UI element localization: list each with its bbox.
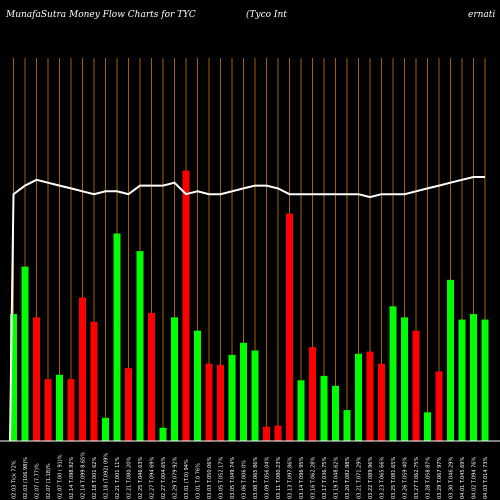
money-flow-bar: [10, 314, 17, 441]
x-tick-label: 03.19 T.048.62%: [334, 457, 340, 499]
x-tick-label: 03.20 T.082.98%: [345, 457, 351, 499]
money-flow-bar: [21, 266, 29, 441]
x-tick-label: 02.18 T.001 62%: [92, 457, 98, 499]
x-tick-label: 02.07 T.00 ( 91)%: [58, 454, 64, 499]
money-flow-bar: [274, 425, 282, 441]
x-tick-label: 03.13 T.097.86%: [288, 457, 294, 499]
x-tick-label: 02.29 T.079 92%: [173, 457, 179, 499]
x-tick-label: 03.05 T.049.74%: [230, 457, 236, 499]
x-tick-label: 03.22 T.089.96%: [368, 457, 374, 499]
x-tick-label: 03.17 T.036.75%: [322, 457, 328, 499]
money-flow-bar: [113, 233, 121, 441]
x-tick-label: 03.27 T.062.75%: [414, 457, 420, 499]
chart-title-company: (Tyco Int: [246, 10, 287, 20]
x-tick-label: 02.21 T.080.20%: [127, 457, 133, 499]
x-tick-label: 03.23 T.065 66%: [380, 457, 386, 499]
money-flow-bar: [136, 251, 144, 441]
x-tick-label: 04.03 T.014 73%: [483, 457, 489, 499]
x-tick-label: 03.26 T.059 40%: [403, 457, 409, 499]
x-tick-label: 02.03 (106.98)%: [23, 457, 29, 499]
money-flow-bar: [251, 350, 259, 441]
x-tick-label: 03.21 T.071.29%: [357, 457, 363, 499]
money-flow-bar: [355, 353, 362, 441]
x-tick-label: 03.01 (T.0) 94%: [184, 459, 190, 499]
x-tick-label: 03.16 T.062.28%: [311, 457, 317, 499]
x-tick-label: 03.01 T.0 76%: [196, 463, 202, 499]
x-tick-label: 04.02 T.094 76%: [472, 457, 478, 499]
x-tick-label: 02.27 T.004.65%: [161, 457, 167, 499]
money-flow-bar: [401, 317, 408, 441]
money-flow-bar: [44, 379, 52, 441]
money-flow-bar: [171, 317, 178, 441]
money-flow-bar: [286, 213, 293, 441]
x-tick-label: 02.07 (7.77)%: [35, 463, 41, 499]
x-tick-label: 03.25 T.081.65%: [391, 457, 397, 499]
money-flow-bar: [435, 371, 443, 441]
x-tick-label: 03.30 T.046.29%: [449, 457, 455, 499]
money-flow-bar: [297, 380, 305, 441]
money-flow-bar: [378, 363, 385, 441]
money-flow-bar: [240, 342, 247, 441]
x-tick-label: 03.29 T.067 97%: [437, 457, 443, 499]
money-flow-bar: [366, 351, 374, 441]
chart-title: MunafaSutra Money Flow Charts for TYC: [6, 10, 196, 20]
money-flow-bar: [263, 426, 270, 441]
x-tick-label: 03.06 T.006 0%: [242, 460, 248, 499]
money-flow-bar: [228, 354, 236, 441]
money-flow-bar: [217, 364, 224, 441]
money-flow-bar: [67, 379, 75, 441]
x-tick-label: 03.14 T.096 95%: [299, 457, 305, 499]
money-flow-bar: [320, 375, 328, 441]
chart-title-overflow: ernati: [468, 10, 496, 20]
x-tick-label: 02.14 T.099 8.65%: [81, 452, 87, 499]
money-flow-bar: [182, 170, 190, 442]
x-tick-label: 03.08 T.065 86%: [253, 457, 259, 499]
money-flow-bar: [102, 417, 109, 441]
money-flow-bar: [424, 412, 431, 441]
money-flow-bar: [205, 363, 213, 441]
x-tick-label: 03.28 T.058.87%: [426, 457, 432, 499]
x-tick-label: 02.27 T.094 69%: [150, 457, 156, 499]
money-flow-bar: [343, 410, 351, 441]
money-flow-bar: [447, 279, 454, 441]
money-flow-bar: [56, 374, 63, 441]
money-flow-bar: [159, 427, 167, 441]
money-flow-bar: [309, 347, 316, 441]
money-flow-bar: [148, 312, 155, 441]
money-flow-bar: [470, 314, 477, 441]
x-tick-label: 02.14 T.098.92%: [69, 457, 75, 499]
money-flow-bar: [412, 330, 420, 441]
x-tick-label: 02.21 T.001 11%: [115, 457, 121, 499]
x-tick-label: 03.09 T.056.04%: [265, 457, 271, 499]
x-tick-label: 03.03 T.050.06%: [207, 457, 213, 499]
money-flow-bar: [458, 319, 466, 441]
x-tick-label: 04.01 T.045.69%: [460, 457, 466, 499]
x-tick-label: 02.18 (T.092) 09%: [104, 453, 110, 499]
money-flow-bar: [481, 319, 489, 441]
x-tick-label: 02.03 Tick 72%: [12, 460, 18, 499]
money-flow-bar: [194, 330, 201, 441]
price-line: [9, 176, 485, 442]
money-flow-bar: [33, 317, 40, 441]
x-tick-label: 03.11 T.080.23%: [276, 457, 282, 499]
money-flow-bar: [332, 385, 339, 441]
x-tick-label: 02.07 (1.18)%: [46, 463, 52, 499]
money-flow-bar: [79, 297, 86, 441]
money-flow-bar: [125, 368, 132, 441]
x-tick-label: 02.25 T.046.63%: [138, 457, 144, 499]
money-flow-bar: [389, 306, 397, 441]
x-tick-label: 03.05 T.052.17%: [219, 457, 225, 499]
money-flow-bar: [90, 321, 98, 441]
